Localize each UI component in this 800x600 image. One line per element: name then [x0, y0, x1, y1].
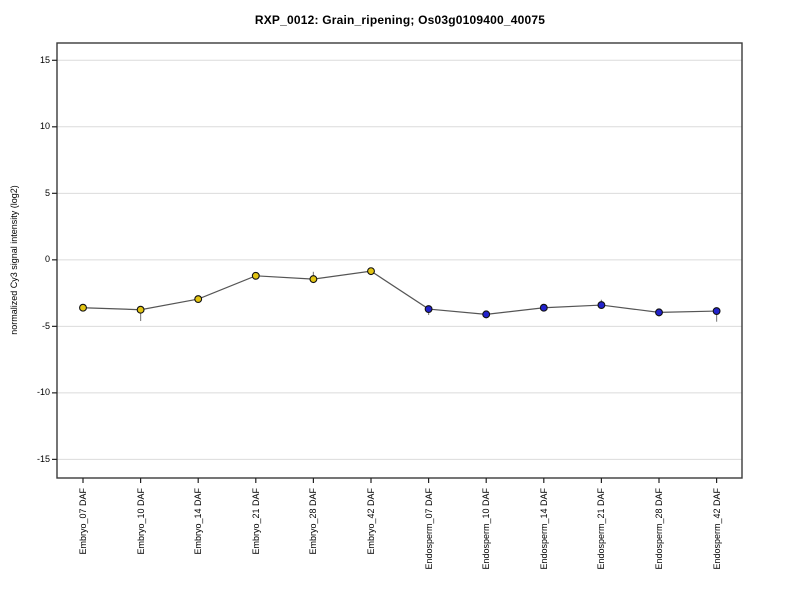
y-tick-label: -15	[36, 453, 50, 464]
x-tick-label: Embryo_14 DAF	[193, 488, 204, 555]
data-point-marker	[367, 267, 375, 276]
data-point-marker	[655, 308, 663, 317]
y-tick-label: -5	[41, 320, 50, 331]
x-tick-label: Embryo_28 DAF	[308, 488, 319, 555]
data-point-marker	[424, 305, 433, 314]
chart-title: RXP_0012: Grain_ripening; Os03g0109400_4…	[254, 13, 546, 27]
x-tick-label: Embryo_10 DAF	[135, 488, 146, 555]
x-tick-label: Endosperm_10 DAF	[481, 488, 492, 570]
x-tick-label: Endosperm_42 DAF	[711, 488, 722, 570]
x-tick-label: Embryo_07 DAF	[78, 488, 88, 555]
y-tick-label: 0	[44, 254, 50, 265]
data-point-marker	[309, 275, 318, 284]
data-point-marker	[251, 271, 260, 280]
data-point-marker	[482, 310, 491, 319]
plot-border	[56, 42, 743, 479]
x-tick-label: Embryo_21 DAF	[250, 488, 261, 555]
x-tick-label: Endosperm_14 DAF	[538, 488, 549, 570]
y-tick-label: 15	[39, 54, 50, 65]
x-tick-label: Endosperm_07 DAF	[423, 488, 434, 570]
data-point-marker	[597, 301, 606, 310]
y-tick-label: 5	[44, 187, 50, 198]
x-tick-label: Embryo_42 DAF	[366, 488, 376, 555]
x-tick-label: Endosperm_28 DAF	[654, 488, 664, 570]
x-tick-label: Endosperm_21 DAF	[596, 488, 607, 570]
data-point-marker	[136, 305, 145, 314]
data-point-marker	[539, 303, 548, 312]
data-point-marker	[194, 295, 203, 304]
y-tick-label: 10	[39, 121, 50, 132]
data-point-marker	[712, 307, 721, 316]
y-tick-label: -10	[36, 387, 50, 398]
series-line	[82, 270, 717, 315]
data-point-marker	[79, 303, 87, 312]
